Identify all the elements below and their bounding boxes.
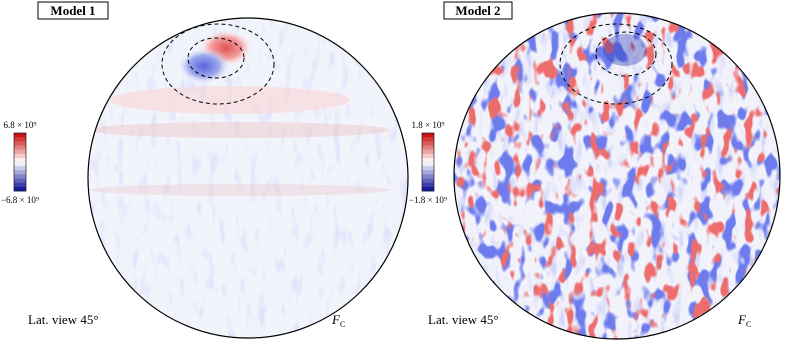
dashed-ring xyxy=(595,31,657,77)
colorbar-step xyxy=(422,145,434,150)
colorbar-min: −1.8 × 10⁹ xyxy=(409,195,447,205)
colorbar-step xyxy=(422,174,434,179)
colorbar-step xyxy=(422,149,434,155)
field-subscript: C xyxy=(746,320,751,329)
sphere-outline xyxy=(453,12,781,340)
colorbar xyxy=(421,132,435,192)
colorbar-step xyxy=(14,153,26,159)
colorbar-step xyxy=(422,186,434,192)
colorbar-step xyxy=(14,162,26,167)
field-subscript: C xyxy=(340,320,345,329)
field-label: FC xyxy=(737,312,751,329)
colorbar-step xyxy=(422,137,434,142)
colorbar-step xyxy=(14,133,26,138)
panel-1: Model 1 6.8 × 10⁹ −6.8 × 10⁹ Lat. view 4… xyxy=(1,1,409,339)
colorbar-step xyxy=(14,145,26,150)
colorbar-step xyxy=(422,178,434,184)
colorbar-step xyxy=(14,149,26,155)
colorbar-step xyxy=(14,170,26,175)
panel-title: Model 2 xyxy=(455,3,500,18)
colorbar-frame xyxy=(13,132,27,192)
field-label: FC xyxy=(331,312,345,329)
colorbar-step xyxy=(14,178,26,184)
colorbar xyxy=(13,132,27,192)
view-label: Lat. view 45° xyxy=(28,312,99,327)
sphere-field xyxy=(88,18,408,338)
view-label: Lat. view 45° xyxy=(428,312,499,327)
colorbar-step xyxy=(14,182,26,188)
field-symbol: F xyxy=(737,312,747,327)
colorbar-step xyxy=(422,170,434,175)
colorbar-max: 1.8 × 10⁹ xyxy=(412,120,445,130)
colorbar-step xyxy=(14,166,26,171)
colorbar-max: 6.8 × 10⁹ xyxy=(4,120,37,130)
colorbar-frame xyxy=(421,132,435,192)
colorbar-min: −6.8 × 10⁹ xyxy=(1,195,39,205)
colorbar-step xyxy=(422,141,434,146)
colorbar-step xyxy=(14,174,26,179)
title-box xyxy=(443,1,513,20)
colorbar-step xyxy=(14,157,26,163)
colorbar-step xyxy=(14,186,26,192)
dashed-ring xyxy=(161,23,275,105)
colorbar-step xyxy=(14,137,26,142)
panel-2: Model 2 1.8 × 10⁹ −1.8 × 10⁹ Lat. view 4… xyxy=(409,1,781,340)
colorbar-step xyxy=(422,157,434,163)
colorbar-step xyxy=(422,153,434,159)
colorbar-step xyxy=(422,162,434,167)
colorbar-step xyxy=(14,141,26,146)
sphere-outline xyxy=(87,17,409,339)
colorbar-step xyxy=(422,133,434,138)
panel-title: Model 1 xyxy=(50,3,95,18)
sphere-field xyxy=(454,13,780,339)
colorbar-step xyxy=(422,166,434,171)
dashed-ring xyxy=(559,23,673,105)
dashed-ring xyxy=(187,37,245,79)
title-box xyxy=(37,1,109,20)
colorbar-step xyxy=(422,182,434,188)
field-symbol: F xyxy=(331,312,341,327)
